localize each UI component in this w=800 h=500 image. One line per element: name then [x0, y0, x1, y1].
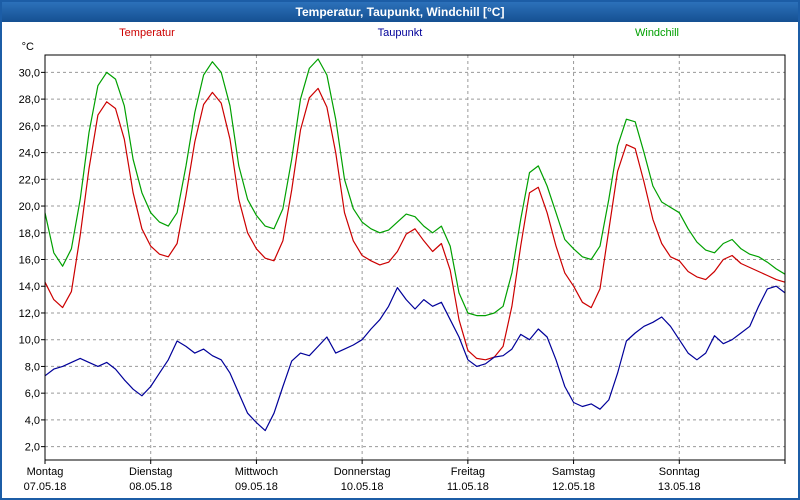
- y-tick-label: 30,0: [19, 67, 40, 79]
- y-tick-label: 16,0: [19, 255, 40, 267]
- y-axis-unit-label: °C: [22, 41, 34, 53]
- plot-frame: [44, 54, 786, 461]
- x-axis-day-label: Donnerstag: [334, 466, 391, 478]
- y-tick-label: 12,0: [19, 308, 40, 320]
- window-title: Temperatur, Taupunkt, Windchill [°C]: [295, 5, 505, 19]
- plot-background: [45, 55, 785, 460]
- y-tick-label: 14,0: [19, 281, 40, 293]
- x-axis-day-label: Mittwoch: [235, 466, 278, 478]
- legend-windchill: Windchill: [634, 27, 680, 39]
- x-axis-date-label: 13.05.18: [658, 481, 701, 493]
- x-axis-date-label: 09.05.18: [235, 481, 278, 493]
- y-tick-label: 10,0: [19, 335, 40, 347]
- x-axis-day-label: Sonntag: [659, 466, 700, 478]
- series-line-taupunkt: [44, 285, 786, 432]
- x-axis-day-label: Montag: [27, 466, 64, 478]
- y-tick-label: 22,0: [19, 174, 40, 186]
- y-tick-label: 18,0: [19, 228, 40, 240]
- x-axis-date-label: 12.05.18: [552, 481, 595, 493]
- y-tick-label: 28,0: [19, 94, 40, 106]
- legend-temperatur: Temperatur: [119, 27, 175, 39]
- x-axis-day-label: Samstag: [552, 466, 595, 478]
- x-axis-day-label: Dienstag: [129, 466, 172, 478]
- legend-taupunkt: Taupunkt: [377, 27, 423, 39]
- y-tick-label: 8,0: [25, 361, 40, 373]
- title-bar: Temperatur, Taupunkt, Windchill [°C]: [2, 2, 798, 22]
- y-tick-label: 24,0: [19, 148, 40, 160]
- x-axis-date-label: 10.05.18: [341, 481, 384, 493]
- x-axis-day-label: Freitag: [451, 466, 485, 478]
- y-tick-label: 4,0: [25, 415, 40, 427]
- series-line-temperatur: [44, 87, 786, 361]
- x-axis-date-label: 08.05.18: [129, 481, 172, 493]
- y-tick-label: 26,0: [19, 121, 40, 133]
- y-tick-label: 6,0: [25, 388, 40, 400]
- x-axis-date-label: 11.05.18: [447, 481, 489, 493]
- x-axis-date-label: 07.05.18: [24, 481, 67, 493]
- y-tick-label: 2,0: [25, 442, 40, 454]
- series-line-windchill: [44, 58, 786, 317]
- y-tick-label: 20,0: [19, 201, 40, 213]
